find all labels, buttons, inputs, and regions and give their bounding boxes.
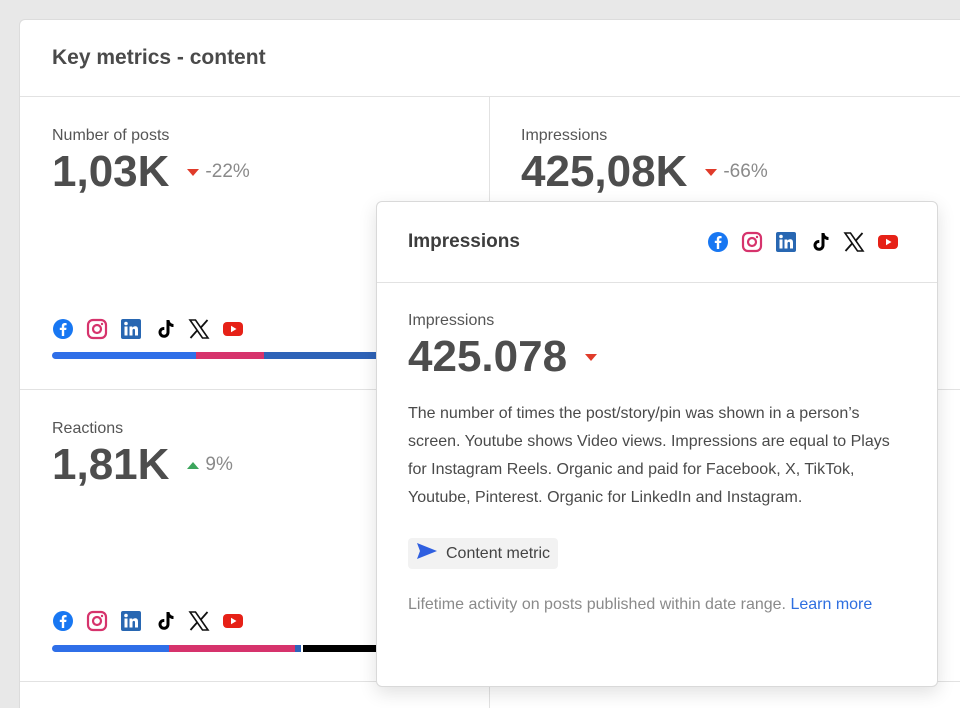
delta-value: -66% [723, 161, 768, 182]
send-icon [416, 542, 438, 565]
instagram-icon [86, 318, 108, 340]
learn-more-link[interactable]: Learn more [790, 596, 873, 613]
metric-reactions[interactable]: Reactions 1,81K 9% [52, 420, 233, 488]
network-icons [52, 318, 244, 340]
footer-text: Lifetime activity on posts published wit… [408, 596, 786, 613]
network-distribution-bar [52, 352, 382, 359]
panel-header: Key metrics - content [20, 20, 960, 97]
metric-delta: -22% [187, 161, 250, 183]
metric-value: 425,08K [521, 147, 688, 196]
trend-down-icon [705, 168, 718, 176]
trend-down-icon [585, 353, 598, 361]
instagram-icon [86, 610, 108, 632]
bar-segment-instagram [169, 645, 295, 652]
youtube-icon [877, 231, 899, 253]
tiktok-icon [154, 610, 176, 632]
instagram-icon [741, 231, 763, 253]
network-distribution-bar [52, 645, 382, 652]
metric-number-of-posts[interactable]: Number of posts 1,03K -22% [52, 127, 250, 195]
metric-delta: 9% [187, 454, 233, 476]
tooltip-header: Impressions [377, 202, 937, 283]
tiktok-icon [809, 231, 831, 253]
tooltip-description: The number of times the post/story/pin w… [408, 405, 890, 506]
tiktok-icon [154, 318, 176, 340]
metric-label: Number of posts [52, 127, 170, 144]
panel-title: Key metrics - content [52, 46, 266, 69]
linkedin-icon [120, 610, 142, 632]
youtube-icon [222, 610, 244, 632]
bar-segment-facebook [52, 352, 196, 359]
x-icon [188, 610, 210, 632]
bar-segment-facebook [52, 645, 169, 652]
metric-value: 1,81K [52, 440, 170, 489]
metric-delta: -66% [705, 161, 768, 183]
network-icons [707, 231, 899, 253]
metric-label: Reactions [52, 420, 124, 437]
impressions-tooltip: Impressions Impressions 425.078 The numb… [376, 201, 938, 687]
trend-up-icon [187, 461, 200, 469]
tooltip-title: Impressions [408, 231, 520, 252]
facebook-icon [52, 318, 74, 340]
trend-down-icon [187, 168, 200, 176]
tooltip-body: Impressions 425.078 The number of times … [377, 283, 937, 619]
youtube-icon [222, 318, 244, 340]
tooltip-metric-label: Impressions [408, 312, 495, 329]
tooltip-metric-value: 425.078 [408, 332, 568, 381]
x-icon [843, 231, 865, 253]
bar-segment-tiktok [303, 645, 382, 652]
metric-value: 1,03K [52, 147, 170, 196]
metric-impressions[interactable]: Impressions 425,08K -66% [521, 127, 768, 195]
facebook-icon [707, 231, 729, 253]
bar-segment-gap [301, 645, 303, 652]
delta-value: 9% [205, 454, 233, 475]
linkedin-icon [775, 231, 797, 253]
bar-segment-linkedin [295, 645, 301, 652]
content-metric-badge: Content metric [408, 538, 559, 569]
bar-segment-instagram [196, 352, 264, 359]
x-icon [188, 318, 210, 340]
badge-label: Content metric [446, 544, 551, 562]
bar-segment-linkedin [264, 352, 382, 359]
facebook-icon [52, 610, 74, 632]
linkedin-icon [120, 318, 142, 340]
metric-label: Impressions [521, 127, 608, 144]
delta-value: -22% [205, 161, 250, 182]
tooltip-footer: Lifetime activity on posts published wit… [408, 591, 908, 619]
network-icons [52, 610, 244, 632]
